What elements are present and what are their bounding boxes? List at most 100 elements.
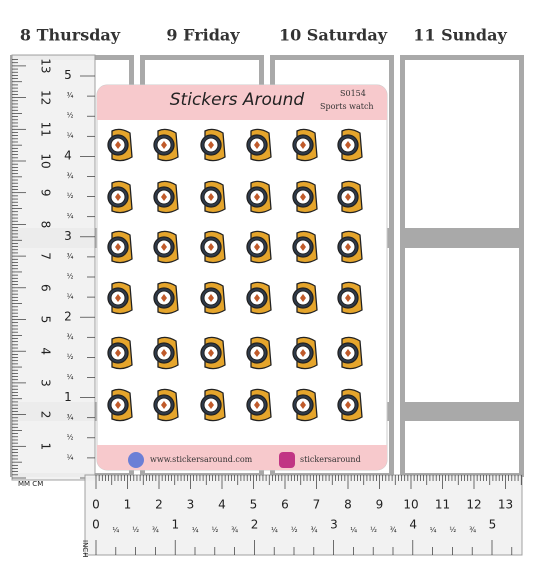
watch-sticker xyxy=(107,336,133,370)
fraction-label: ¾ xyxy=(311,526,318,534)
cm-label: 4 xyxy=(39,347,53,355)
cm-label: 9 xyxy=(376,498,384,512)
watch-sticker xyxy=(337,388,363,422)
cm-label: 13 xyxy=(498,498,513,512)
fraction-label: ¾ xyxy=(390,526,397,534)
cm-label: 11 xyxy=(39,122,53,137)
ruler-bottom xyxy=(84,474,523,556)
fraction-label: ¼ xyxy=(67,373,74,381)
cm-label: 12 xyxy=(39,90,53,105)
column-panel xyxy=(405,421,519,473)
fraction-label: ¾ xyxy=(67,172,74,180)
fraction-label: ¼ xyxy=(430,526,437,534)
fraction-label: ½ xyxy=(67,192,74,200)
inch-label: 5 xyxy=(489,518,497,532)
watch-sticker xyxy=(200,180,226,214)
watch-sticker xyxy=(246,388,272,422)
cm-label: 8 xyxy=(39,221,53,229)
inch-label: 1 xyxy=(171,518,179,532)
website: www.stickersaround.com xyxy=(150,455,253,464)
inch-label: 4 xyxy=(64,149,72,163)
fraction-label: ¾ xyxy=(67,414,74,422)
cm-label: 3 xyxy=(39,379,53,387)
cm-label: 6 xyxy=(281,498,289,512)
watch-sticker xyxy=(246,128,272,162)
fraction-label: ½ xyxy=(370,526,377,534)
cm-label: 7 xyxy=(313,498,321,512)
fraction-label: ¾ xyxy=(67,92,74,100)
inch-label: 3 xyxy=(330,518,338,532)
watch-sticker xyxy=(337,281,363,315)
fraction-label: ½ xyxy=(67,112,74,120)
inch-label: 3 xyxy=(64,229,72,243)
watch-sticker xyxy=(107,281,133,315)
cm-label: 12 xyxy=(466,498,481,512)
watch-sticker xyxy=(200,230,226,264)
fraction-label: ¼ xyxy=(112,526,119,534)
watch-sticker xyxy=(107,388,133,422)
watch-sticker xyxy=(200,128,226,162)
fraction-label: ½ xyxy=(67,353,74,361)
cm-label: 5 xyxy=(250,498,258,512)
fraction-label: ¼ xyxy=(67,132,74,140)
fraction-label: ¾ xyxy=(231,526,238,534)
watch-sticker xyxy=(292,336,318,370)
watch-sticker xyxy=(246,281,272,315)
inch-label: 2 xyxy=(64,310,72,324)
watch-sticker xyxy=(337,180,363,214)
cm-label: 1 xyxy=(124,498,132,512)
watch-sticker xyxy=(292,128,318,162)
watch-sticker xyxy=(200,281,226,315)
code: S0154 xyxy=(340,89,366,98)
fraction-label: ¾ xyxy=(469,526,476,534)
watch-sticker xyxy=(292,281,318,315)
cm-label: 4 xyxy=(218,498,226,512)
fraction-label: ½ xyxy=(67,434,74,442)
watch-sticker xyxy=(292,388,318,422)
cm-label: 6 xyxy=(39,284,53,292)
watch-sticker xyxy=(337,336,363,370)
watch-sticker xyxy=(153,281,179,315)
unit-label: INCH xyxy=(81,540,89,557)
watch-sticker xyxy=(292,230,318,264)
watch-sticker xyxy=(107,230,133,264)
globe-icon xyxy=(128,452,144,468)
brand: Stickers Around xyxy=(170,90,305,110)
watch-sticker xyxy=(246,336,272,370)
fraction-label: ½ xyxy=(449,526,456,534)
instagram-icon xyxy=(279,452,295,468)
fraction-label: ¼ xyxy=(271,526,278,534)
fraction-label: ½ xyxy=(291,526,298,534)
fraction-label: ½ xyxy=(132,526,139,534)
day-header: 10 Saturday xyxy=(279,26,388,45)
ruler-left xyxy=(11,54,96,481)
watch-sticker xyxy=(200,336,226,370)
cm-label: 8 xyxy=(344,498,352,512)
watch-sticker xyxy=(246,180,272,214)
column-panel xyxy=(405,60,519,228)
cm-label: 9 xyxy=(39,189,53,197)
cm-label: 0 xyxy=(92,498,100,512)
fraction-label: ¾ xyxy=(67,333,74,341)
watch-sticker xyxy=(107,180,133,214)
sticker-sheet: Stickers Around S0154 Sports watch www.s… xyxy=(96,84,388,471)
inch-label: 0 xyxy=(92,518,100,532)
cm-label: 11 xyxy=(435,498,450,512)
cm-label: 5 xyxy=(39,316,53,324)
inch-label: 1 xyxy=(64,390,72,404)
watch-sticker xyxy=(200,388,226,422)
cm-label: 13 xyxy=(39,58,53,73)
watch-sticker xyxy=(246,230,272,264)
cm-label: 10 xyxy=(403,498,418,512)
watch-sticker xyxy=(292,180,318,214)
inch-label: 4 xyxy=(409,518,417,532)
day-header: 11 Sunday xyxy=(413,26,507,45)
instagram: stickersaround xyxy=(300,455,361,464)
watch-sticker xyxy=(153,128,179,162)
unit-label: MM CM xyxy=(18,480,43,488)
day-header: 9 Friday xyxy=(166,26,240,45)
fraction-label: ¼ xyxy=(192,526,199,534)
inch-label: 5 xyxy=(64,68,72,82)
fraction-label: ¾ xyxy=(152,526,159,534)
